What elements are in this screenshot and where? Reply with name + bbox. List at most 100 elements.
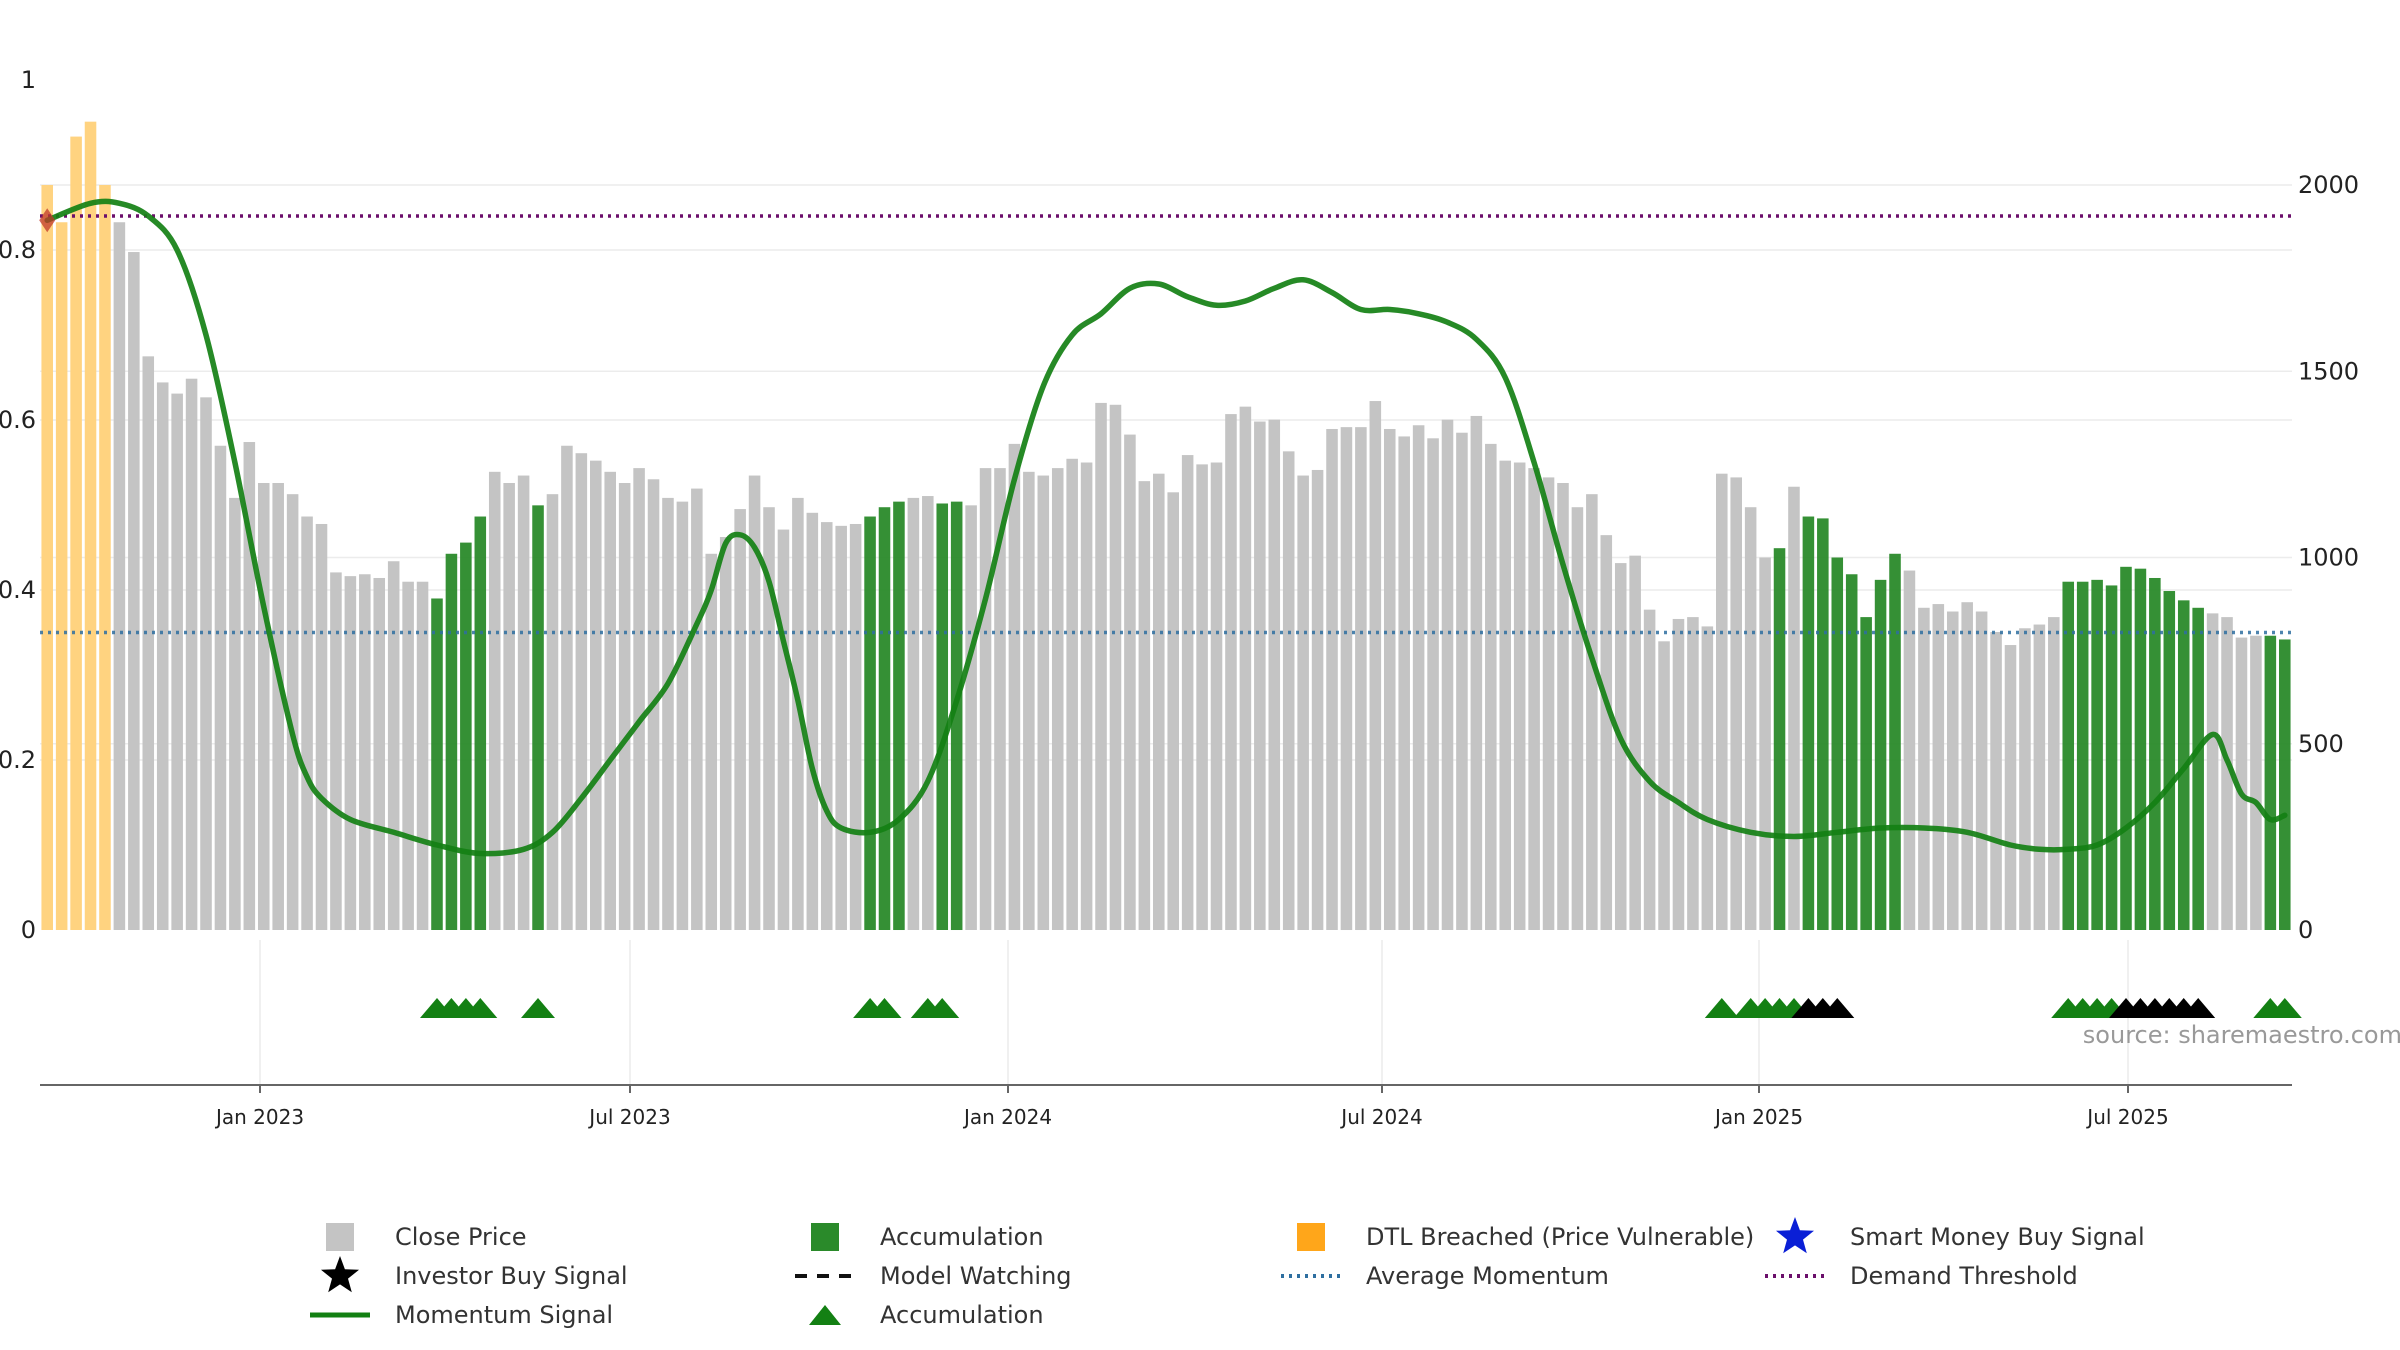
close-price-bar	[705, 553, 718, 930]
close-price-bar	[1225, 414, 1237, 931]
close-price-bar	[2250, 635, 2262, 930]
accumulation-bar	[2163, 591, 2176, 930]
close-price-bar	[156, 382, 169, 930]
accumulation-bar	[864, 516, 876, 930]
legend-label: Average Momentum	[1366, 1262, 1609, 1290]
close-price-bar	[2235, 637, 2248, 930]
accumulation-bar	[2134, 568, 2147, 930]
close-price-bar	[777, 529, 790, 930]
close-price-bar	[387, 561, 400, 930]
close-price-bar	[1672, 618, 1685, 930]
close-price-bar	[662, 497, 674, 930]
close-price-bar	[734, 509, 746, 930]
close-price-bar	[979, 468, 992, 930]
source-label: source: sharemaestro.com	[2083, 1021, 2400, 1049]
x-axis-tick-label: Jan 2025	[1713, 1105, 1803, 1129]
close-price-bar	[315, 523, 328, 930]
dtl-breached-bar	[41, 185, 53, 930]
legend-label: Investor Buy Signal	[395, 1262, 628, 1290]
close-price-bar	[590, 460, 602, 930]
close-price-bar	[1903, 570, 1916, 930]
close-price-bar	[286, 494, 299, 930]
close-price-bar	[1311, 469, 1324, 930]
close-price-bar	[1051, 468, 1064, 930]
close-price-bar	[1918, 607, 1930, 930]
close-price-bar	[618, 483, 631, 930]
accumulation-bar	[893, 501, 905, 931]
close-price-bar	[1614, 563, 1627, 930]
close-price-bar	[1470, 415, 1483, 930]
accumulation-bar	[1773, 548, 1786, 930]
x-axis-tick-label: Jul 2024	[1339, 1105, 1422, 1129]
close-price-bar	[676, 501, 689, 931]
x-axis-tick-label: Jul 2023	[587, 1105, 670, 1129]
accumulation-bar	[1889, 553, 1901, 930]
accumulation-bar	[1860, 617, 1872, 930]
close-price-bar	[2033, 624, 2046, 930]
close-price-bar	[1210, 462, 1223, 930]
close-price-bar	[575, 453, 588, 930]
accumulation-bar	[878, 507, 891, 930]
accumulation-bar	[460, 542, 472, 930]
close-price-bar	[1095, 402, 1107, 930]
investor-buy-signal-marker	[2181, 998, 2216, 1018]
close-price-bar	[1109, 404, 1122, 930]
green-square-icon	[811, 1223, 839, 1251]
close-price-bar	[748, 475, 761, 930]
close-price-bar	[1369, 401, 1382, 930]
close-price-bar	[243, 442, 256, 930]
close-price-bar	[1355, 427, 1367, 931]
accumulation-bar	[950, 501, 963, 931]
left-axis-tick-label: 1	[21, 66, 36, 94]
close-price-bar	[1268, 419, 1281, 930]
close-price-bar	[1297, 475, 1309, 930]
close-price-bar	[1066, 458, 1078, 930]
green-triangle-icon	[809, 1305, 841, 1325]
close-price-bar	[1499, 460, 1512, 930]
x-axis-tick-label: Jan 2023	[214, 1105, 304, 1129]
close-price-bar	[1008, 443, 1021, 930]
left-axis-tick-label: 0.8	[0, 236, 36, 264]
close-price-bar	[214, 445, 227, 930]
close-price-bar	[1239, 406, 1252, 930]
legend-label: Model Watching	[880, 1262, 1072, 1290]
close-price-bar	[1254, 421, 1266, 930]
close-price-bar	[965, 505, 977, 930]
close-price-bar	[344, 576, 357, 931]
blue-star-icon	[1776, 1217, 1814, 1254]
accumulation-bar	[936, 503, 949, 930]
close-price-bar	[257, 483, 270, 930]
close-price-bar	[1961, 602, 1973, 930]
close-price-bar	[1023, 471, 1035, 930]
close-price-bar	[546, 494, 559, 930]
close-price-bar	[185, 378, 198, 930]
dtl-breached-bar	[84, 121, 97, 931]
close-price-bar	[849, 523, 862, 930]
close-price-bar	[1513, 462, 1526, 930]
accumulation-bar	[431, 598, 443, 930]
close-price-bar	[1528, 468, 1540, 930]
accumulation-bar	[2076, 581, 2089, 930]
x-axis-tick-label: Jan 2024	[962, 1105, 1052, 1129]
close-price-bar	[1153, 473, 1165, 930]
close-price-bar	[1557, 483, 1569, 930]
momentum-signal-line	[44, 198, 2288, 857]
dtl-breached-bar	[70, 136, 82, 930]
accumulation-bar	[445, 553, 458, 930]
close-price-bar	[171, 393, 183, 931]
close-price-bar	[1629, 555, 1641, 930]
close-price-bar	[1687, 617, 1699, 930]
close-price-bar	[200, 397, 212, 931]
close-price-bar	[1282, 451, 1295, 930]
dtl-breached-bar	[55, 222, 68, 930]
close-price-bar	[820, 522, 833, 930]
accumulation-signal-marker	[925, 998, 960, 1018]
close-price-bar	[1643, 609, 1656, 930]
accumulation-bar	[532, 505, 544, 930]
close-price-bar	[113, 222, 126, 930]
legend-label: Accumulation	[880, 1301, 1044, 1329]
legend-label: Accumulation	[880, 1223, 1044, 1251]
bars-group	[41, 121, 2291, 931]
accumulation-signal-marker	[463, 998, 498, 1018]
close-price-bar	[229, 497, 241, 930]
